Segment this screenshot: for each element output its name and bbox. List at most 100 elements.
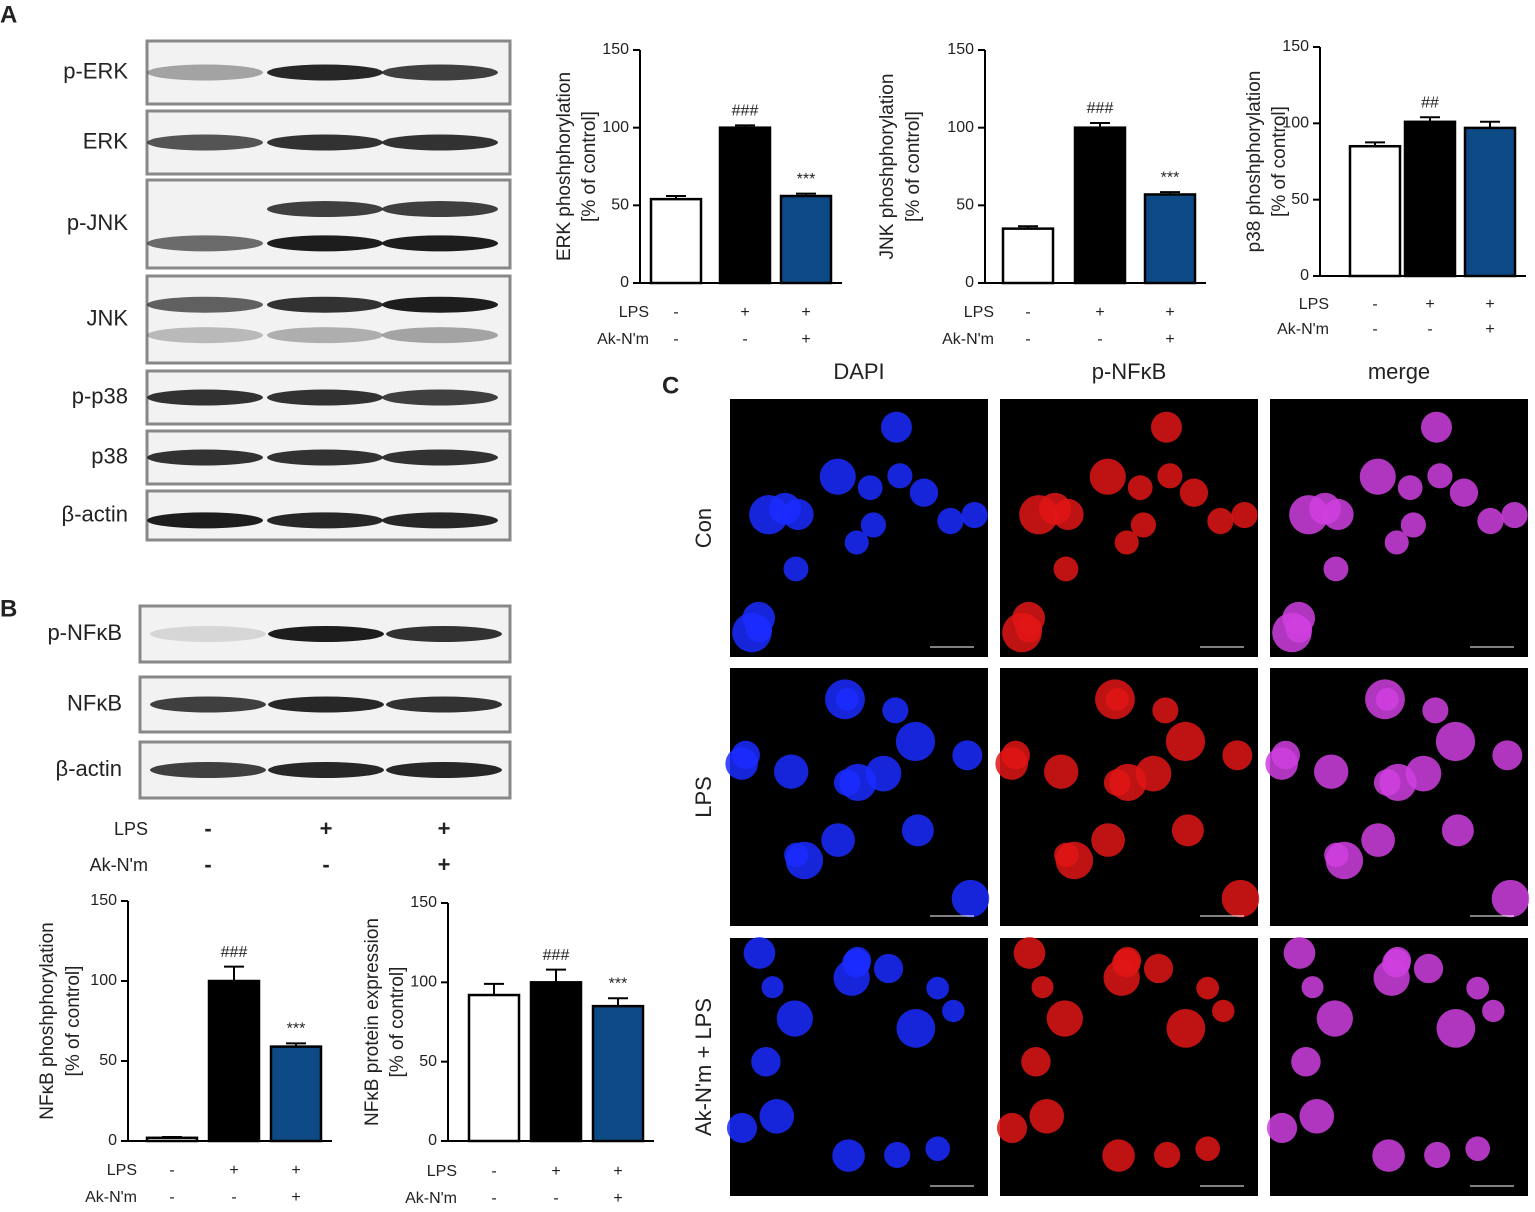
cell: [995, 747, 1028, 780]
significance: ***: [287, 1021, 306, 1038]
blot-band: [382, 296, 498, 313]
condition-symbol: -: [1025, 304, 1030, 321]
blot-band: [267, 449, 383, 466]
cell: [819, 458, 856, 495]
y-axis-label: [% of control]: [1269, 106, 1290, 217]
blot-band: [150, 696, 266, 713]
cell: [825, 679, 865, 720]
cell: [1089, 458, 1126, 495]
blot-band: [382, 327, 498, 344]
bar: [145, 1136, 199, 1143]
y-tick-label: 150: [1282, 38, 1309, 55]
condition-name: Ak-N'm: [1277, 321, 1329, 338]
y-tick-label: 0: [620, 274, 629, 291]
cell: [1316, 1000, 1353, 1037]
cell: [884, 1141, 911, 1169]
condition-symbol: -: [1427, 321, 1432, 338]
condition-name: Ak-N'm: [405, 1190, 457, 1207]
cell: [1157, 463, 1183, 489]
y-axis-label: [% of control]: [903, 111, 924, 222]
cell: [1301, 976, 1324, 999]
blot-band: [147, 512, 263, 529]
y-axis-label: NFκB protein expression: [362, 918, 383, 1126]
blot-band: [382, 512, 498, 529]
cell: [887, 463, 913, 489]
y-tick-label: 100: [90, 972, 117, 989]
condition-name: LPS: [619, 304, 649, 321]
significance: ***: [609, 975, 628, 992]
cell: [1283, 937, 1316, 969]
blot-band: [267, 201, 383, 218]
cell: [761, 976, 784, 999]
blot-label: p-p38: [72, 383, 128, 408]
cell: [1044, 754, 1079, 789]
y-tick-label: 50: [419, 1053, 437, 1070]
condition-symbol: -: [1372, 296, 1377, 313]
significance: ###: [221, 944, 248, 961]
condition-symbol: -: [553, 1190, 558, 1207]
cell: [882, 697, 909, 724]
y-tick-label: 0: [965, 274, 974, 291]
cell: [1422, 697, 1449, 724]
bar: [1143, 193, 1197, 285]
condition-symbol: -: [1097, 331, 1102, 348]
cell: [996, 1112, 1028, 1144]
row-label: Ak-N'm + LPS: [691, 998, 716, 1136]
cell: [1222, 740, 1253, 771]
cell: [961, 501, 988, 529]
cell: [1112, 949, 1141, 978]
cell: [1154, 1141, 1181, 1169]
blot-band: [382, 449, 498, 466]
condition-symbol: +: [801, 331, 810, 348]
cell: [1179, 478, 1209, 507]
bar: [1348, 144, 1402, 278]
cell: [1103, 769, 1131, 796]
blot-band: [147, 64, 263, 81]
cell: [1420, 411, 1452, 443]
condition-symbol: -: [204, 852, 211, 877]
cell: [1266, 1112, 1298, 1144]
cell: [1309, 492, 1341, 525]
cell: [832, 1139, 865, 1172]
bar: [779, 194, 833, 285]
cell: [1482, 999, 1505, 1023]
y-axis-label: ERK phoshphorylation: [554, 72, 575, 261]
blot-band: [150, 626, 266, 642]
bar: [529, 981, 583, 1143]
condition-symbol: -: [673, 304, 678, 321]
bar: [718, 126, 772, 285]
cell: [1114, 530, 1139, 555]
cell: [821, 823, 855, 857]
cell: [759, 1099, 795, 1134]
condition-symbol: +: [291, 1189, 300, 1206]
y-axis-label: JNK phoshphorylation: [877, 74, 898, 260]
y-tick-label: 50: [1291, 191, 1309, 208]
significance: ***: [797, 171, 816, 188]
y-tick-label: 150: [947, 41, 974, 58]
blot-band: [150, 762, 266, 778]
condition-symbol: +: [1165, 331, 1174, 348]
cell: [942, 999, 965, 1023]
condition-symbol: -: [673, 331, 678, 348]
cell: [1477, 507, 1504, 535]
cell: [726, 1112, 758, 1144]
cell: [1325, 841, 1364, 880]
blot-band: [386, 626, 502, 642]
bar: [1463, 126, 1517, 278]
cell: [785, 841, 824, 880]
cell: [1152, 697, 1179, 724]
cell: [1400, 512, 1426, 538]
blot-band: [267, 64, 383, 81]
y-tick-label: 0: [108, 1132, 117, 1149]
cell: [769, 492, 801, 525]
blot-band: [382, 389, 498, 406]
blot-frame: [145, 274, 512, 365]
cell: [1372, 1139, 1405, 1172]
condition-name: Ak-N'm: [90, 855, 148, 875]
significance: ###: [1087, 100, 1114, 117]
column-header: p-NFκB: [1092, 359, 1167, 384]
cell: [833, 769, 861, 796]
cell: [776, 1000, 813, 1037]
blot-label: ERK: [83, 128, 129, 153]
condition-symbol: +: [291, 1162, 300, 1179]
